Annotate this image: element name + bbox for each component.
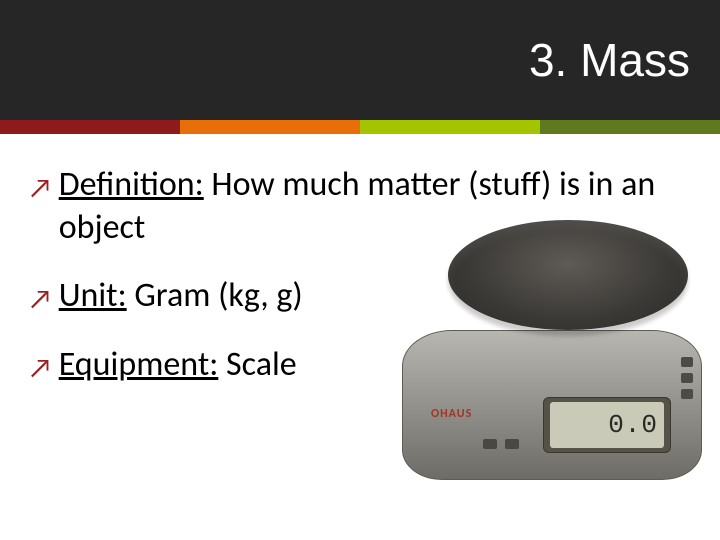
scale-lcd: 0.0 (550, 402, 664, 448)
bullet-label: Equipment: (59, 344, 219, 385)
arrow-icon: ↗ (28, 281, 53, 316)
arrow-icon: ↗ (28, 350, 53, 385)
stripe-seg-4 (540, 120, 720, 134)
bullet-rest: Scale (218, 344, 296, 385)
slide-title: 3. Mass (529, 33, 690, 87)
scale-display: 0.0 (543, 397, 671, 453)
slide-body: ↗ Definition: How much matter (stuff) is… (0, 134, 720, 386)
scale-side-buttons (681, 357, 693, 399)
scale-image: OHAUS 0.0 (402, 220, 702, 480)
scale-body: OHAUS 0.0 (402, 330, 702, 480)
slide-header: 3. Mass (0, 0, 720, 120)
arrow-icon: ↗ (28, 170, 53, 205)
bullet-rest: Gram (kg, g) (127, 275, 303, 316)
accent-stripe (0, 120, 720, 134)
bullet-label: Definition: (59, 164, 204, 205)
scale-plate (448, 220, 688, 330)
bullet-label: Unit: (59, 275, 127, 316)
stripe-seg-3 (360, 120, 540, 134)
scale-front-buttons (483, 439, 519, 449)
stripe-seg-2 (180, 120, 360, 134)
scale-brand: OHAUS (431, 407, 472, 421)
stripe-seg-1 (0, 120, 180, 134)
